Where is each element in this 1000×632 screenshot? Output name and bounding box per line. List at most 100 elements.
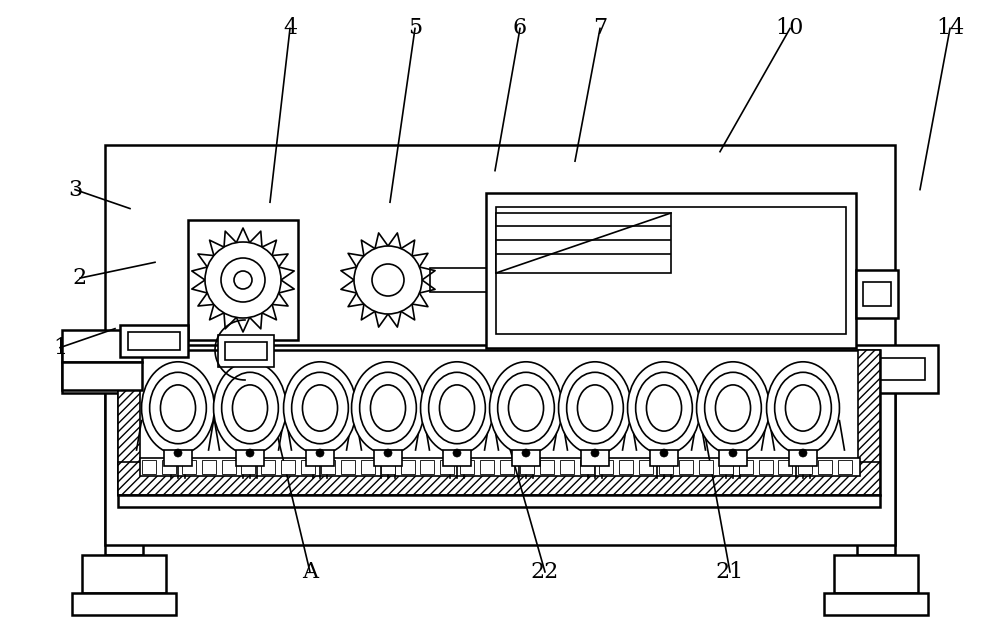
Bar [789,450,817,466]
Circle shape [591,449,599,457]
Ellipse shape [160,385,196,431]
Bar [374,450,402,466]
Text: 7: 7 [593,18,607,39]
Bar [560,460,574,474]
Ellipse shape [767,362,839,454]
Bar [218,335,274,367]
Bar [798,460,812,474]
Bar [580,460,594,474]
Ellipse shape [429,372,485,444]
Circle shape [234,271,252,289]
Bar [82,555,166,593]
Bar [540,460,554,474]
Bar [301,460,315,474]
Text: 4: 4 [283,18,297,39]
Circle shape [316,449,324,457]
Bar [599,460,613,474]
Bar [679,460,693,474]
Bar [496,207,846,334]
Ellipse shape [785,385,821,431]
Bar [321,460,335,474]
Bar [118,350,880,495]
Ellipse shape [715,385,751,431]
Bar [361,460,375,474]
Text: 22: 22 [531,561,559,583]
Bar [443,450,471,466]
Ellipse shape [150,372,206,444]
Bar [856,270,898,318]
Bar [261,460,275,474]
Bar [381,460,395,474]
Ellipse shape [508,385,544,431]
Text: 21: 21 [716,561,744,583]
Ellipse shape [352,362,424,454]
Circle shape [522,449,530,457]
Circle shape [372,264,404,296]
Ellipse shape [490,362,562,454]
Text: 6: 6 [513,18,527,39]
Ellipse shape [697,362,769,454]
Bar [496,213,671,273]
Bar [120,325,188,357]
Bar [520,460,534,474]
Text: 10: 10 [776,18,804,39]
Text: A: A [302,561,318,583]
Bar [512,450,540,466]
Bar [162,460,176,474]
Ellipse shape [439,385,475,431]
Ellipse shape [636,372,692,444]
Bar [140,458,860,476]
Bar [401,460,415,474]
Circle shape [246,449,254,457]
Circle shape [174,449,182,457]
Bar [699,460,713,474]
Bar [164,450,192,466]
Bar [222,460,236,474]
Bar [619,460,633,474]
Bar [858,350,880,495]
Circle shape [384,449,392,457]
Bar [739,460,753,474]
Bar [62,345,938,393]
Bar [824,593,928,615]
Bar [440,460,454,474]
Ellipse shape [421,362,493,454]
Ellipse shape [370,385,406,431]
Bar [834,555,918,593]
Bar [838,460,852,474]
Ellipse shape [302,385,338,431]
Bar [863,282,891,306]
Ellipse shape [360,372,416,444]
Ellipse shape [775,372,831,444]
Text: 1: 1 [53,337,67,358]
Text: 2: 2 [73,267,87,289]
Ellipse shape [214,362,286,454]
Circle shape [205,242,281,318]
Ellipse shape [232,385,268,431]
Circle shape [453,449,461,457]
Bar [72,593,176,615]
Bar [128,332,180,350]
Bar [142,460,156,474]
Bar [118,495,880,507]
Ellipse shape [498,372,554,444]
Bar [420,460,434,474]
Text: 14: 14 [936,18,964,39]
Circle shape [799,449,807,457]
Bar [236,450,264,466]
Ellipse shape [646,385,682,431]
Ellipse shape [284,362,356,454]
Bar [241,460,255,474]
Bar [118,350,140,495]
Bar [460,460,474,474]
Circle shape [729,449,737,457]
Bar [857,370,895,555]
Circle shape [660,449,668,457]
Bar [778,460,792,474]
Text: 5: 5 [408,18,422,39]
Bar [480,460,494,474]
Ellipse shape [559,362,631,454]
Ellipse shape [142,362,214,454]
Ellipse shape [567,372,623,444]
Circle shape [221,258,265,302]
